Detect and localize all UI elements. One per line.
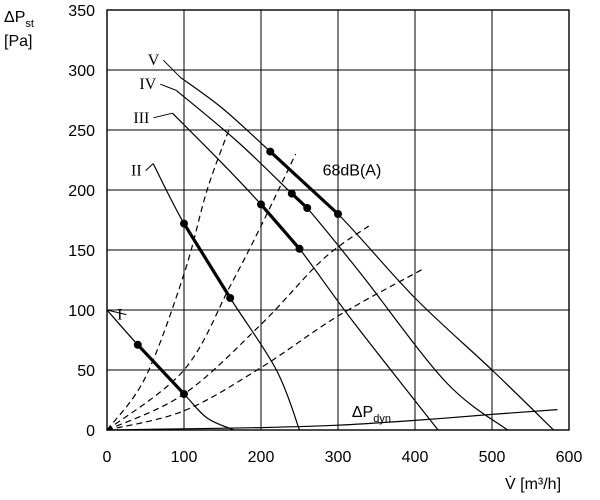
x-tick-label: 100 — [171, 449, 198, 466]
x-tick-label: 300 — [325, 449, 352, 466]
y-axis-unit: [Pa] — [4, 33, 32, 50]
operating-point — [226, 294, 235, 302]
x-axis-title: V̇ [m³/h] — [505, 475, 561, 493]
y-tick-label: 200 — [68, 183, 95, 200]
tick-labels: 0 100 200 300 400 500 600 0 50 100 150 200 250 300 350 — [68, 3, 582, 466]
x-tick-label: 0 — [103, 449, 112, 466]
y-tick-label: 100 — [68, 303, 95, 320]
operating-point — [133, 340, 142, 349]
y-axis-title: ΔPst — [4, 9, 34, 30]
curve-label-i: I — [117, 307, 122, 324]
noise-level-annotation: 68dB(A) — [323, 163, 382, 180]
label-leader — [106, 309, 127, 316]
dynamic-pressure-label: ΔPdyn — [352, 404, 391, 425]
operating-point — [180, 390, 188, 398]
fan-curve-iv — [175, 89, 508, 431]
y-tick-label: 350 — [68, 3, 95, 20]
operating-point — [257, 200, 265, 209]
label-leader — [153, 112, 173, 119]
operating-segment-i — [136, 343, 186, 396]
operating-segment-iii — [259, 202, 302, 251]
system-curve — [106, 268, 423, 431]
dynamic-pressure-line — [106, 409, 558, 431]
dynamic-pressure-curve — [106, 409, 558, 431]
operating-segments — [133, 147, 342, 398]
operating-segment-v — [268, 150, 340, 216]
y-tick-label: 300 — [68, 63, 95, 80]
system-curve — [106, 126, 231, 431]
system-curve — [106, 225, 370, 431]
gridlines — [107, 10, 569, 430]
operating-segment-ii — [182, 222, 232, 300]
y-tick-label: 150 — [68, 243, 95, 260]
operating-point — [266, 147, 275, 156]
x-tick-label: 400 — [402, 449, 429, 466]
curve-label-iii: III — [133, 110, 149, 127]
fan-curve-v — [179, 76, 555, 431]
operating-point — [295, 244, 304, 253]
x-tick-label: 600 — [556, 449, 583, 466]
label-leader — [160, 83, 177, 91]
x-tick-label: 200 — [248, 449, 275, 466]
curve-label-ii: II — [131, 163, 142, 180]
label-leader — [145, 163, 154, 171]
label-leader — [163, 59, 181, 78]
system-curve — [106, 153, 297, 431]
system-curves — [106, 126, 423, 431]
operating-point — [180, 219, 188, 228]
operating-point — [303, 204, 312, 212]
x-tick-label: 500 — [479, 449, 506, 466]
y-tick-label: 50 — [77, 363, 95, 380]
operating-point — [334, 210, 342, 218]
y-tick-label: 250 — [68, 123, 95, 140]
curve-label-iv: IV — [139, 76, 156, 93]
y-tick-label: 0 — [86, 423, 95, 440]
plot-frame — [106, 9, 570, 431]
curve-label-v: V — [148, 52, 160, 69]
operating-point — [287, 189, 296, 198]
fan-curve-ii — [152, 163, 301, 431]
